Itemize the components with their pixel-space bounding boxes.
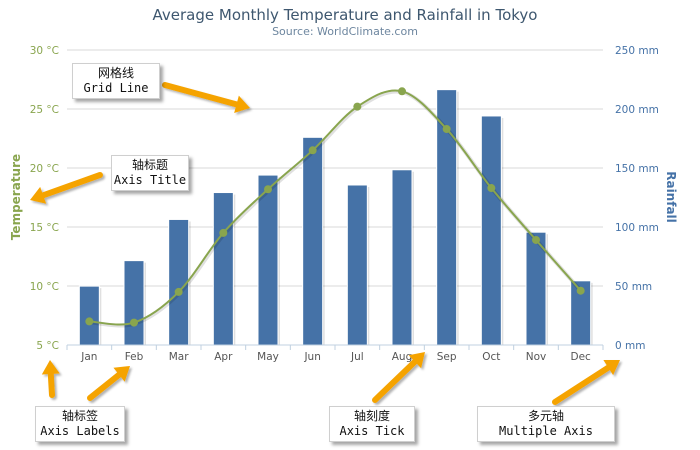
- callout-axis-title-en: Axis Title: [113, 173, 187, 187]
- left-tick-label: 5 °C: [36, 340, 59, 352]
- rainfall-bar: [212, 192, 234, 346]
- left-tick-label: 30 °C: [30, 45, 59, 57]
- callout-axis-labels-zh: 轴标签: [61, 409, 98, 423]
- x-tick-label: Dec: [571, 351, 592, 363]
- annotation-arrow: [552, 360, 620, 405]
- callout-axis-labels: 轴标签 Axis Labels: [35, 406, 125, 442]
- axes: 5 °C 10 °C 15 °C 20 °C 25 °C 30 °C 0 mm 50 mm 10…: [30, 45, 659, 363]
- x-tick-label: May: [257, 351, 279, 363]
- left-tick-label: 20 °C: [30, 163, 59, 175]
- temperature-point: [532, 235, 540, 244]
- temperature-point: [576, 286, 585, 295]
- rainfall-bar: [257, 174, 279, 346]
- temperature-point: [219, 228, 228, 237]
- arrow-shaft: [87, 371, 123, 401]
- temperature-point: [85, 317, 94, 326]
- callout-axis-title: 轴标题 Axis Title: [111, 155, 189, 191]
- arrow-head: [30, 186, 47, 204]
- callout-axis-title-zh: 轴标题: [131, 158, 168, 172]
- callout-grid-line: 网格线 Grid Line: [72, 63, 160, 99]
- annotation-arrow: [87, 366, 130, 401]
- right-tick-label: 150 mm: [615, 163, 659, 175]
- x-tick-label: Apr: [214, 351, 233, 363]
- left-axis-title: Temperature: [9, 154, 23, 240]
- rainfall-bar: [302, 136, 324, 346]
- callout-grid-line-zh: 网格线: [97, 66, 134, 80]
- temperature-point: [353, 102, 362, 111]
- arrow-head: [603, 360, 620, 376]
- annotation-arrow: [162, 82, 250, 114]
- callout-axis-tick-zh: 轴刻度: [353, 409, 390, 423]
- annotation-arrow: [41, 360, 60, 398]
- rainfall-bar: [78, 285, 100, 346]
- arrow-head: [408, 352, 425, 369]
- callout-multiple-axis: 多元轴 Multiple Axis: [477, 406, 615, 442]
- temperature-point: [308, 146, 317, 155]
- x-tick-label: Jul: [350, 351, 364, 363]
- arrow-head: [234, 95, 250, 114]
- callout-multiple-axis-en: Multiple Axis: [499, 424, 593, 438]
- temperature-point: [487, 184, 496, 193]
- rainfall-bar: [346, 184, 368, 346]
- annotation-arrow: [372, 352, 425, 403]
- rainfall-bar: [123, 260, 145, 346]
- left-tick-label: 15 °C: [30, 222, 59, 234]
- arrow-shaft: [40, 172, 103, 199]
- arrow-shaft: [47, 370, 55, 398]
- x-tick-label: Jan: [80, 351, 97, 363]
- right-tick-label: 100 mm: [615, 222, 659, 234]
- right-tick-label: 250 mm: [615, 45, 659, 57]
- x-tick-label: Feb: [125, 351, 144, 363]
- arrow-head: [113, 366, 130, 382]
- x-tick-label: Oct: [482, 351, 500, 363]
- annotation-arrows: [30, 82, 620, 405]
- temperature-line-path: [89, 89, 582, 326]
- right-axis-title: Rainfall: [664, 171, 678, 223]
- chart-subtitle: Source: WorldClimate.com: [272, 25, 418, 38]
- x-tick-label: Jun: [303, 351, 320, 363]
- x-tick-label: Nov: [526, 351, 547, 363]
- callout-multiple-axis-zh: 多元轴: [527, 409, 564, 423]
- left-tick-label: 25 °C: [30, 104, 59, 116]
- annotation-arrow: [30, 172, 103, 204]
- callout-axis-tick: 轴刻度 Axis Tick: [329, 406, 415, 442]
- x-tick-label: Sep: [437, 351, 457, 363]
- rainfall-bar: [480, 115, 502, 346]
- right-tick-label: 200 mm: [615, 104, 659, 116]
- temperature-point: [398, 87, 406, 96]
- right-tick-label: 0 mm: [615, 340, 645, 352]
- rainfall-bar: [391, 169, 413, 346]
- arrow-shaft: [162, 82, 240, 108]
- rainfall-bar: [168, 218, 190, 346]
- arrow-head: [41, 360, 60, 375]
- arrow-shaft: [372, 358, 418, 403]
- x-tick-label: Aug: [392, 351, 413, 363]
- callout-grid-line-en: Grid Line: [83, 81, 149, 95]
- temperature-point: [130, 318, 138, 327]
- temperature-point: [264, 185, 272, 194]
- x-tick-label: Mar: [169, 351, 189, 363]
- temperature-line: [85, 87, 585, 328]
- temperature-point: [442, 125, 451, 134]
- callout-axis-labels-en: Axis Labels: [40, 424, 120, 438]
- callout-axis-tick-en: Axis Tick: [339, 424, 405, 438]
- right-tick-label: 50 mm: [615, 281, 652, 293]
- arrow-shaft: [552, 364, 612, 405]
- temperature-point: [174, 287, 183, 296]
- chart-title: Average Monthly Temperature and Rainfall…: [153, 6, 538, 24]
- left-tick-label: 10 °C: [30, 281, 59, 293]
